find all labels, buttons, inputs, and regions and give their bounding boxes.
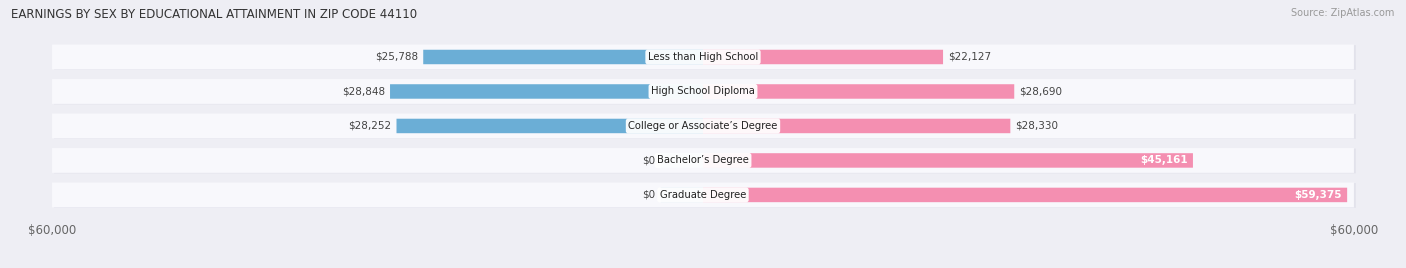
FancyBboxPatch shape: [52, 44, 1354, 69]
Text: College or Associate’s Degree: College or Associate’s Degree: [628, 121, 778, 131]
Text: $0: $0: [643, 155, 655, 165]
FancyBboxPatch shape: [53, 148, 1355, 173]
FancyBboxPatch shape: [703, 188, 1347, 202]
Text: High School Diploma: High School Diploma: [651, 87, 755, 96]
FancyBboxPatch shape: [53, 114, 1355, 139]
FancyBboxPatch shape: [53, 183, 1355, 208]
FancyBboxPatch shape: [53, 45, 1355, 70]
FancyBboxPatch shape: [52, 183, 1354, 207]
FancyBboxPatch shape: [703, 153, 1192, 168]
Text: EARNINGS BY SEX BY EDUCATIONAL ATTAINMENT IN ZIP CODE 44110: EARNINGS BY SEX BY EDUCATIONAL ATTAINMEN…: [11, 8, 418, 21]
FancyBboxPatch shape: [423, 50, 703, 64]
Text: $28,330: $28,330: [1015, 121, 1059, 131]
Text: Less than High School: Less than High School: [648, 52, 758, 62]
Text: $59,375: $59,375: [1295, 190, 1341, 200]
FancyBboxPatch shape: [396, 119, 703, 133]
FancyBboxPatch shape: [703, 84, 1014, 99]
Text: $25,788: $25,788: [375, 52, 418, 62]
Text: $45,161: $45,161: [1140, 155, 1188, 165]
FancyBboxPatch shape: [389, 84, 703, 99]
Text: $28,848: $28,848: [342, 87, 385, 96]
FancyBboxPatch shape: [52, 148, 1354, 173]
Text: Graduate Degree: Graduate Degree: [659, 190, 747, 200]
FancyBboxPatch shape: [661, 153, 703, 168]
Text: $28,690: $28,690: [1019, 87, 1063, 96]
Text: $22,127: $22,127: [948, 52, 991, 62]
Text: Source: ZipAtlas.com: Source: ZipAtlas.com: [1291, 8, 1395, 18]
Text: $28,252: $28,252: [349, 121, 391, 131]
FancyBboxPatch shape: [703, 50, 943, 64]
FancyBboxPatch shape: [661, 188, 703, 202]
Text: $0: $0: [643, 190, 655, 200]
FancyBboxPatch shape: [52, 114, 1354, 138]
FancyBboxPatch shape: [52, 79, 1354, 104]
FancyBboxPatch shape: [703, 119, 1011, 133]
FancyBboxPatch shape: [53, 80, 1355, 105]
Text: Bachelor’s Degree: Bachelor’s Degree: [657, 155, 749, 165]
